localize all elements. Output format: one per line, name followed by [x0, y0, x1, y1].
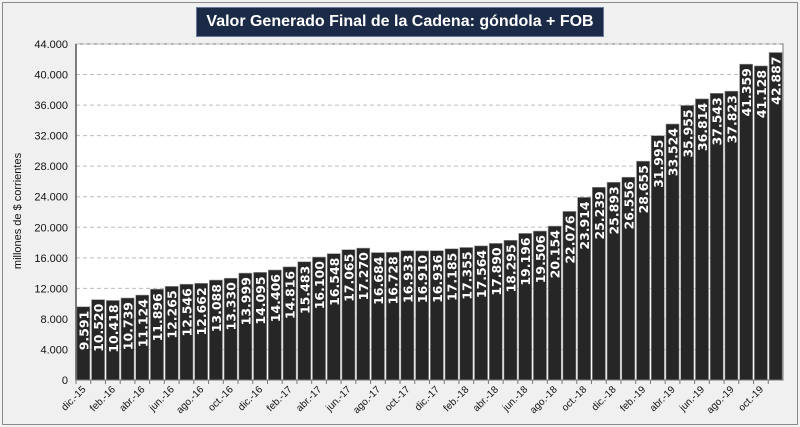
- data-label: 13.999: [238, 277, 253, 325]
- data-label: 15.483: [297, 266, 312, 314]
- y-tick-label: 28.000: [34, 161, 68, 173]
- plot-area: [75, 43, 784, 381]
- data-label: 17.185: [445, 253, 460, 301]
- x-tick-label: oct.-16: [206, 384, 236, 414]
- data-label: 16.548: [327, 258, 342, 306]
- x-tick-label: abr.-19: [648, 384, 678, 414]
- data-label: 31.995: [651, 140, 666, 188]
- x-tick-label: jun.-18: [500, 384, 530, 414]
- x-tick-label: oct.-18: [560, 384, 590, 414]
- x-tick-label: ago.-19: [705, 384, 737, 416]
- data-label: 11.124: [135, 299, 150, 348]
- x-tick-label: jun.-19: [677, 384, 707, 414]
- data-label: 42.887: [769, 56, 784, 104]
- data-label: 10.739: [121, 302, 136, 350]
- x-tick-label: jun.-16: [147, 384, 177, 414]
- data-label: 17.270: [356, 252, 371, 301]
- data-label: 16.910: [415, 255, 430, 304]
- data-label: 12.662: [194, 287, 209, 335]
- data-label: 17.065: [341, 254, 356, 302]
- data-label: 25.893: [607, 186, 622, 234]
- y-tick-label: 0: [62, 375, 68, 387]
- data-label: 16.728: [386, 256, 401, 304]
- y-tick-label: 20.000: [34, 222, 68, 234]
- data-label: 12.265: [165, 290, 180, 338]
- y-tick-label: 8.000: [40, 314, 68, 326]
- y-tick-label: 24.000: [34, 192, 68, 204]
- data-label: 17.890: [489, 247, 504, 296]
- data-label: 28.655: [636, 165, 651, 213]
- x-tick-label: ago.-16: [175, 384, 207, 416]
- x-tick-label: feb.-19: [618, 384, 648, 414]
- x-tick-label: oct.-19: [737, 384, 767, 414]
- data-label: 10.418: [106, 304, 121, 352]
- x-tick-label: dic.-17: [413, 384, 442, 413]
- data-label: 25.239: [592, 191, 607, 239]
- x-tick-label: feb.-17: [265, 384, 295, 414]
- data-label: 16.933: [400, 255, 415, 303]
- data-label: 16.100: [312, 261, 327, 310]
- data-label: 10.520: [91, 303, 106, 352]
- data-label: 13.330: [224, 282, 239, 331]
- x-tick-label: dic.-15: [59, 384, 88, 413]
- x-tick-label: ago.-17: [351, 384, 383, 416]
- data-label: 37.543: [710, 97, 725, 145]
- data-label: 14.095: [253, 276, 268, 324]
- data-label: 16.936: [430, 254, 445, 303]
- data-label: 36.814: [695, 103, 710, 152]
- x-tick-label: feb.-16: [88, 384, 118, 414]
- data-label: 33.524: [666, 128, 681, 177]
- data-label: 18.295: [504, 244, 519, 292]
- x-tick-label: abr.-16: [118, 384, 148, 414]
- x-tick-label: abr.-18: [471, 384, 501, 414]
- x-tick-label: feb.-18: [442, 384, 472, 414]
- x-tick-label: oct.-17: [383, 384, 413, 414]
- data-label: 11.896: [150, 293, 165, 342]
- data-label: 22.076: [562, 215, 577, 264]
- data-label: 41.128: [754, 70, 769, 118]
- data-label: 17.564: [474, 250, 489, 299]
- data-label: 23.914: [577, 201, 592, 250]
- data-label: 26.556: [621, 181, 636, 230]
- y-tick-label: 16.000: [34, 253, 68, 265]
- y-tick-label: 32.000: [34, 131, 68, 143]
- data-label: 14.406: [268, 274, 283, 323]
- data-label: 35.955: [680, 109, 695, 157]
- data-label: 9.591: [76, 311, 91, 351]
- x-tick-label: jun.-17: [324, 384, 354, 414]
- y-tick-label: 12.000: [34, 283, 68, 295]
- data-label: 17.355: [459, 251, 474, 299]
- data-label: 14.816: [283, 271, 298, 320]
- data-label: 19.506: [533, 235, 548, 284]
- data-label: 41.359: [739, 68, 754, 116]
- x-tick-label: abr.-17: [294, 384, 324, 414]
- data-label: 20.154: [548, 230, 563, 279]
- chart-title: Valor Generado Final de la Cadena: góndo…: [196, 7, 604, 37]
- x-tick-label: ago.-18: [528, 384, 560, 416]
- x-tick-label: dic.-16: [236, 384, 265, 413]
- y-tick-label: 44.000: [34, 39, 68, 51]
- y-tick-label: 40.000: [34, 70, 68, 82]
- x-tick-label: dic.-18: [590, 384, 619, 413]
- y-tick-label: 4.000: [40, 344, 68, 356]
- data-label: 13.088: [209, 284, 224, 332]
- data-label: 19.196: [518, 237, 533, 286]
- data-label: 16.684: [371, 256, 386, 305]
- data-label: 37.823: [724, 95, 739, 143]
- y-tick-label: 36.000: [34, 100, 68, 112]
- data-label: 12.546: [179, 288, 194, 337]
